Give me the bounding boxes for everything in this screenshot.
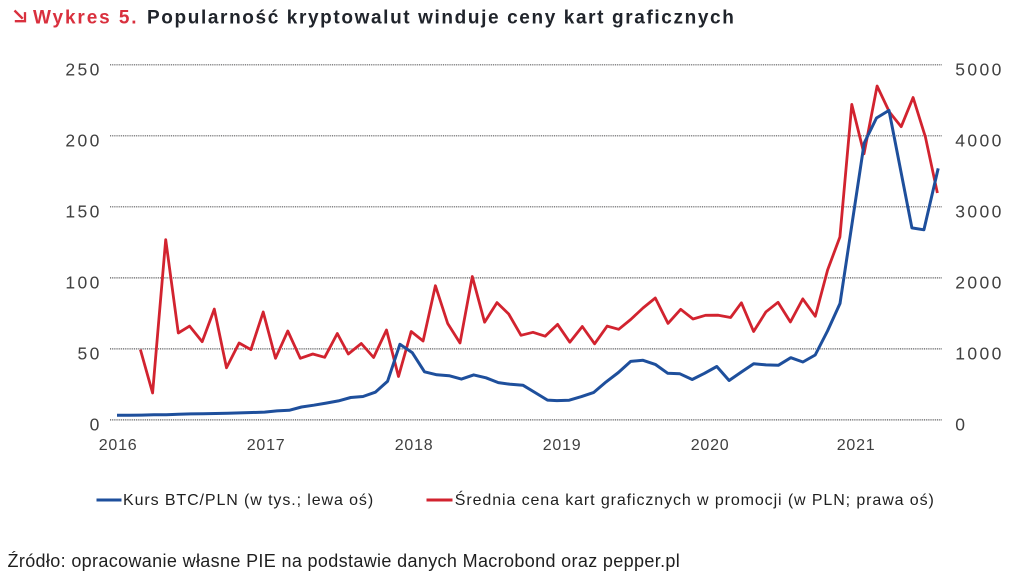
svg-text:3000: 3000	[955, 201, 1004, 221]
svg-text:0: 0	[955, 415, 967, 435]
svg-text:0: 0	[90, 415, 102, 435]
svg-text:1000: 1000	[955, 344, 1004, 364]
svg-text:2017: 2017	[247, 437, 286, 454]
svg-text:Średnia cena kart graficznych: Średnia cena kart graficznych w promocji…	[455, 490, 935, 509]
svg-text:Wykres 5.: Wykres 5.	[33, 8, 138, 29]
svg-text:2018: 2018	[395, 437, 434, 454]
svg-text:2016: 2016	[99, 437, 138, 454]
svg-text:50: 50	[78, 344, 102, 364]
svg-text:250: 250	[65, 59, 101, 79]
svg-text:200: 200	[65, 130, 101, 150]
svg-text:5000: 5000	[955, 59, 1004, 79]
svg-text:Popularność kryptowalut winduj: Popularność kryptowalut winduje ceny kar…	[147, 8, 735, 29]
svg-text:Źródło: opracowanie własne PIE: Źródło: opracowanie własne PIE na podsta…	[8, 551, 681, 571]
svg-text:2019: 2019	[543, 437, 582, 454]
svg-text:2021: 2021	[837, 437, 876, 454]
svg-text:2000: 2000	[955, 273, 1004, 293]
svg-text:100: 100	[65, 273, 101, 293]
svg-text:Kurs BTC/PLN (w tys.; lewa oś): Kurs BTC/PLN (w tys.; lewa oś)	[123, 492, 374, 509]
svg-text:2020: 2020	[691, 437, 730, 454]
svg-text:150: 150	[65, 201, 101, 221]
svg-text:4000: 4000	[955, 130, 1004, 150]
